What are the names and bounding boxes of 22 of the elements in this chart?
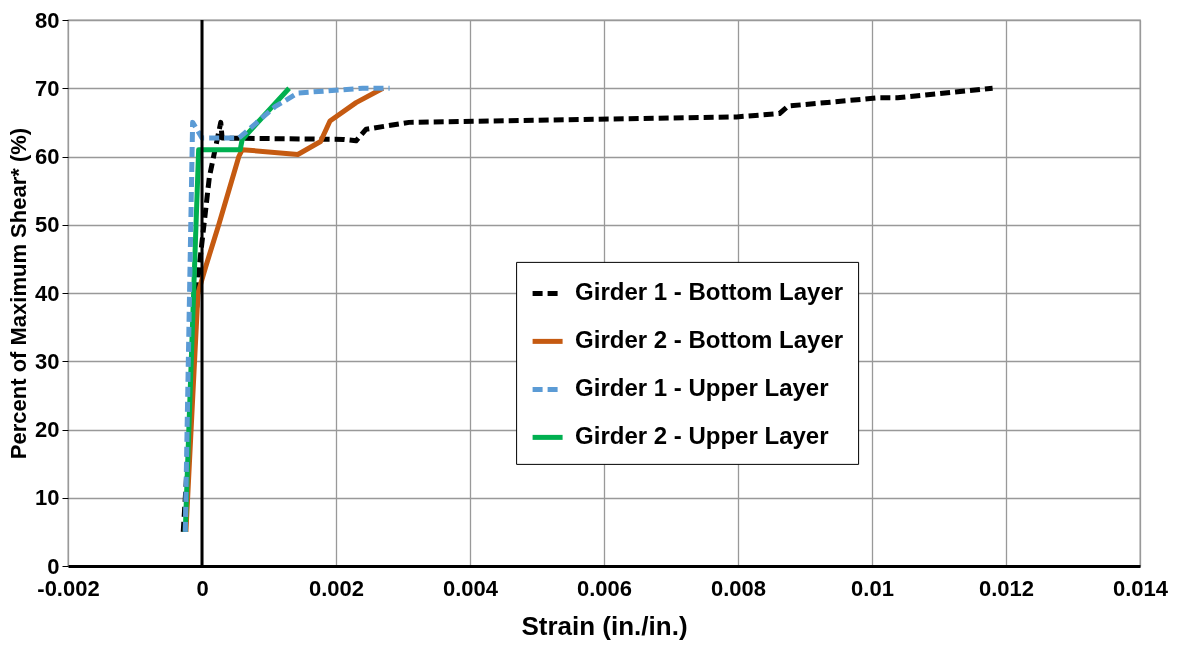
x-tick-label: 0.004 xyxy=(442,575,499,601)
y-tick-label: 70 xyxy=(35,75,60,101)
x-tick-label: 0.014 xyxy=(1112,575,1169,601)
x-tick-label: 0.012 xyxy=(978,575,1035,601)
y-tick-label: 10 xyxy=(35,485,60,511)
legend-label: Girder 2 - Bottom Layer xyxy=(575,326,844,354)
y-tick-label: 20 xyxy=(35,417,60,442)
x-tick-label: 0.008 xyxy=(710,575,767,601)
x-tick-label: 0.006 xyxy=(576,575,633,601)
x-tick-label: 0.01 xyxy=(851,575,894,601)
y-tick-label: 80 xyxy=(35,7,60,33)
x-axis-title: Strain (in./in.) xyxy=(521,610,688,641)
x-tick-label: 0 xyxy=(196,575,209,601)
y-tick-label: 60 xyxy=(35,144,60,169)
legend-label: Girder 2 - Upper Layer xyxy=(575,422,829,450)
y-tick-label: 50 xyxy=(35,212,60,238)
y-tick-label: 30 xyxy=(35,348,60,374)
y-tick-label: 40 xyxy=(35,280,60,306)
legend-label: Girder 1 - Bottom Layer xyxy=(575,278,844,306)
legend-label: Girder 1 - Upper Layer xyxy=(575,374,829,402)
x-tick-label: 0.002 xyxy=(308,575,365,601)
y-axis-title: Percent of Maximum Shear* (%) xyxy=(6,127,32,460)
